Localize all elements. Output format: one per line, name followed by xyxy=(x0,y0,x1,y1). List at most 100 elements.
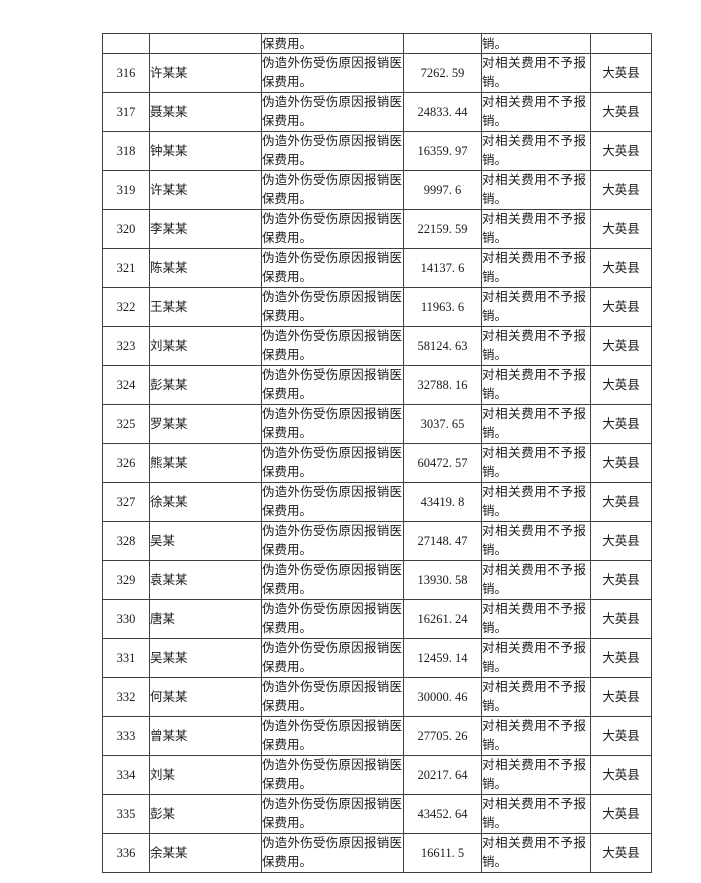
violation-description-cell: 伪造外伤受伤原因报销医保费用。 xyxy=(261,326,404,366)
row-number: 329 xyxy=(116,573,136,587)
person-name: 徐某某 xyxy=(150,495,188,509)
table-row: 318 钟某某 伪造外伤受伤原因报销医保费用。 16359. 97 对相关费用不… xyxy=(102,131,652,171)
amount-cell: 12459. 14 xyxy=(403,638,482,678)
handling-action-cell: 对相关费用不予报销。 xyxy=(481,716,591,756)
county-name: 大英县 xyxy=(602,261,640,275)
handling-action: 对相关费用不予报销。 xyxy=(482,563,587,596)
row-number-cell: 327 xyxy=(102,482,150,522)
amount-value: 16261. 24 xyxy=(417,612,468,626)
row-number-cell: 320 xyxy=(102,209,150,249)
person-name: 吴某某 xyxy=(150,651,188,665)
person-name: 王某某 xyxy=(150,300,188,314)
violation-description: 伪造外伤受伤原因报销医保费用。 xyxy=(262,290,403,323)
handling-action-cell: 对相关费用不予报销。 xyxy=(481,638,591,678)
amount-value: 27705. 26 xyxy=(417,729,468,743)
amount-cell: 58124. 63 xyxy=(403,326,482,366)
handling-action-cell: 对相关费用不予报销。 xyxy=(481,599,591,639)
violation-description-cell: 伪造外伤受伤原因报销医保费用。 xyxy=(261,131,404,171)
violation-description: 伪造外伤受伤原因报销医保费用。 xyxy=(262,680,403,713)
county-name: 大英县 xyxy=(602,144,640,158)
row-number: 322 xyxy=(116,300,136,314)
amount-cell: 9997. 6 xyxy=(403,170,482,210)
person-name-cell: 熊某某 xyxy=(149,443,262,483)
violation-description-cell: 伪造外伤受伤原因报销医保费用。 xyxy=(261,521,404,561)
row-number-cell: 329 xyxy=(102,560,150,600)
amount-value: 11963. 6 xyxy=(420,300,465,314)
county-cell: 大英县 xyxy=(590,131,652,171)
person-name-cell: 刘某某 xyxy=(149,326,262,366)
handling-action: 对相关费用不予报销。 xyxy=(482,641,587,674)
row-number: 317 xyxy=(116,105,136,119)
row-number: 334 xyxy=(116,768,136,782)
violation-description-cell: 伪造外伤受伤原因报销医保费用。 xyxy=(261,560,404,600)
row-number-cell: 336 xyxy=(102,833,150,873)
person-name: 聂某某 xyxy=(150,105,188,119)
violation-description-cell: 保费用。 xyxy=(261,33,404,54)
table-row: 334 刘某 伪造外伤受伤原因报销医保费用。 20217. 64 对相关费用不予… xyxy=(102,755,652,795)
person-name: 罗某某 xyxy=(150,417,188,431)
person-name: 何某某 xyxy=(150,690,188,704)
row-number: 324 xyxy=(116,378,136,392)
county-name: 大英县 xyxy=(602,378,640,392)
person-name: 唐某 xyxy=(150,612,176,626)
amount-value: 12459. 14 xyxy=(417,651,468,665)
amount-value: 20217. 64 xyxy=(417,768,468,782)
handling-action: 对相关费用不予报销。 xyxy=(482,134,587,167)
table-row: 322 王某某 伪造外伤受伤原因报销医保费用。 11963. 6 对相关费用不予… xyxy=(102,287,652,327)
violation-description-cell: 伪造外伤受伤原因报销医保费用。 xyxy=(261,365,404,405)
county-name: 大英县 xyxy=(602,573,640,587)
row-number: 320 xyxy=(116,222,136,236)
county-name: 大英县 xyxy=(602,105,640,119)
violation-description: 伪造外伤受伤原因报销医保费用。 xyxy=(262,641,403,674)
violation-description-cell: 伪造外伤受伤原因报销医保费用。 xyxy=(261,287,404,327)
handling-action-cell: 对相关费用不予报销。 xyxy=(481,677,591,717)
handling-action: 对相关费用不予报销。 xyxy=(482,95,587,128)
county-cell: 大英县 xyxy=(590,92,652,132)
row-number: 332 xyxy=(116,690,136,704)
county-cell: 大英县 xyxy=(590,833,652,873)
row-number-cell: 333 xyxy=(102,716,150,756)
violation-description-cell: 伪造外伤受伤原因报销医保费用。 xyxy=(261,677,404,717)
handling-action: 对相关费用不予报销。 xyxy=(482,56,587,89)
row-number: 325 xyxy=(116,417,136,431)
county-cell: 大英县 xyxy=(590,326,652,366)
person-name-cell: 唐某 xyxy=(149,599,262,639)
handling-action: 对相关费用不予报销。 xyxy=(482,251,587,284)
handling-action: 对相关费用不予报销。 xyxy=(482,329,587,362)
person-name: 钟某某 xyxy=(150,144,188,158)
amount-value: 16359. 97 xyxy=(417,144,468,158)
table-row: 330 唐某 伪造外伤受伤原因报销医保费用。 16261. 24 对相关费用不予… xyxy=(102,599,652,639)
handling-action: 对相关费用不予报销。 xyxy=(482,758,587,791)
county-name: 大英县 xyxy=(602,339,640,353)
row-number-cell: 317 xyxy=(102,92,150,132)
handling-action: 对相关费用不予报销。 xyxy=(482,602,587,635)
person-name: 熊某某 xyxy=(150,456,188,470)
person-name-cell: 罗某某 xyxy=(149,404,262,444)
table-row: 329 袁某某 伪造外伤受伤原因报销医保费用。 13930. 58 对相关费用不… xyxy=(102,560,652,600)
county-cell: 大英县 xyxy=(590,443,652,483)
county-cell: 大英县 xyxy=(590,482,652,522)
amount-value: 43419. 8 xyxy=(420,495,465,509)
amount-cell: 13930. 58 xyxy=(403,560,482,600)
table-row: 319 许某某 伪造外伤受伤原因报销医保费用。 9997. 6 对相关费用不予报… xyxy=(102,170,652,210)
county-name: 大英县 xyxy=(602,222,640,236)
county-cell: 大英县 xyxy=(590,677,652,717)
handling-action-cell: 对相关费用不予报销。 xyxy=(481,482,591,522)
amount-value: 3037. 65 xyxy=(420,417,465,431)
row-number-cell: 324 xyxy=(102,365,150,405)
row-number: 331 xyxy=(116,651,136,665)
handling-action-cell: 销。 xyxy=(481,33,591,54)
violation-description: 伪造外伤受伤原因报销医保费用。 xyxy=(262,524,403,557)
handling-action-cell: 对相关费用不予报销。 xyxy=(481,560,591,600)
table-row: 328 吴某 伪造外伤受伤原因报销医保费用。 27148. 47 对相关费用不予… xyxy=(102,521,652,561)
table-row: 320 李某某 伪造外伤受伤原因报销医保费用。 22159. 59 对相关费用不… xyxy=(102,209,652,249)
person-name: 李某某 xyxy=(150,222,188,236)
amount-cell: 43419. 8 xyxy=(403,482,482,522)
violation-description: 伪造外伤受伤原因报销医保费用。 xyxy=(262,251,403,284)
handling-action-tail: 销。 xyxy=(482,36,508,51)
violation-description-cell: 伪造外伤受伤原因报销医保费用。 xyxy=(261,833,404,873)
county-cell: 大英县 xyxy=(590,716,652,756)
amount-value: 22159. 59 xyxy=(417,222,468,236)
amount-value: 7262. 59 xyxy=(420,66,465,80)
